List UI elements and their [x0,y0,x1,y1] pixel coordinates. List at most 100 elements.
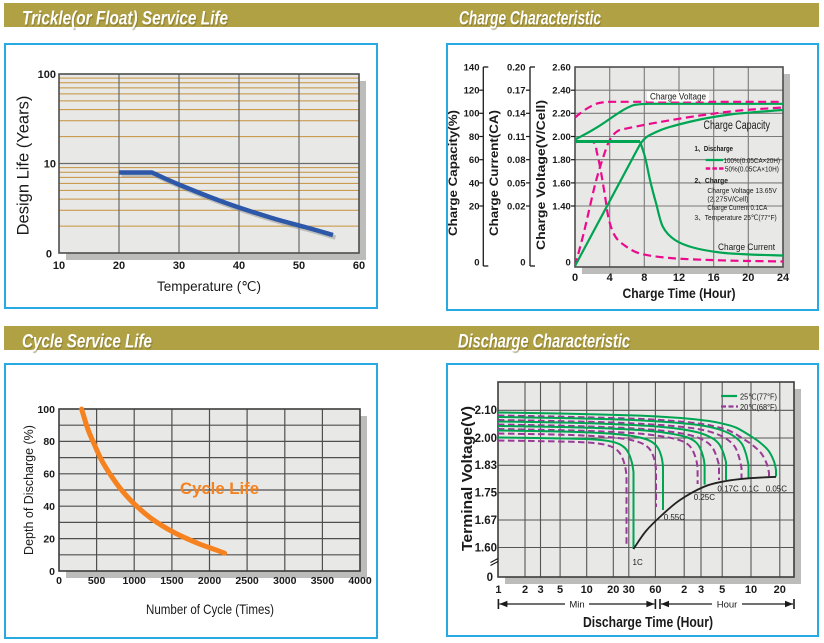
svg-text:10: 10 [745,584,757,596]
svg-text:0.1C: 0.1C [742,485,759,494]
svg-text:Number of Cycle (Times): Number of Cycle (Times) [146,601,274,617]
svg-text:Charge Current 0.1CA: Charge Current 0.1CA [707,203,767,212]
svg-text:100: 100 [38,69,56,81]
svg-text:60: 60 [469,155,480,166]
svg-text:60: 60 [353,260,365,272]
svg-text:12: 12 [673,272,685,284]
svg-text:10: 10 [581,584,593,596]
svg-text:120: 120 [464,86,480,97]
svg-text:(2.275V/Cell): (2.275V/Cell) [707,195,749,204]
svg-text:25℃(77°F): 25℃(77°F) [740,392,777,401]
svg-text:50%(0.05CA×10H): 50%(0.05CA×10H) [725,164,779,173]
svg-text:20: 20 [43,533,55,545]
svg-text:140: 140 [464,62,480,73]
svg-text:1.75: 1.75 [475,488,498,500]
svg-text:Min: Min [569,599,584,610]
svg-text:3000: 3000 [273,575,297,587]
svg-text:1.40: 1.40 [552,201,571,212]
svg-text:1.67: 1.67 [475,515,497,527]
svg-text:0: 0 [49,566,55,578]
svg-text:0.05C: 0.05C [766,485,788,494]
svg-text:1500: 1500 [160,575,184,587]
svg-text:4000: 4000 [348,575,372,587]
svg-text:Discharge Characteristic: Discharge Characteristic [458,332,630,353]
svg-text:100%(0.05CA×20H): 100%(0.05CA×20H) [724,156,781,165]
svg-text:0.20: 0.20 [507,62,526,73]
svg-text:Charge Current: Charge Current [718,242,775,253]
svg-text:Charge Capacity: Charge Capacity [704,120,771,132]
svg-text:Charge Voltage 13.65V: Charge Voltage 13.65V [707,186,776,195]
svg-text:1.83: 1.83 [475,460,497,472]
svg-text:0: 0 [520,258,525,269]
svg-text:0.02: 0.02 [507,201,526,212]
svg-text:1: 1 [495,584,501,596]
svg-text:Charge Current(CA): Charge Current(CA) [489,110,501,236]
svg-text:0.11: 0.11 [508,132,527,143]
svg-text:Cycle Life: Cycle Life [180,480,259,498]
svg-text:Charge Time (Hour): Charge Time (Hour) [623,285,736,301]
svg-text:2.60: 2.60 [552,62,571,73]
svg-text:3500: 3500 [311,575,335,587]
svg-text:1000: 1000 [123,575,147,587]
svg-text:0: 0 [56,575,62,587]
svg-text:20: 20 [607,584,619,596]
svg-text:0.25C: 0.25C [694,493,716,502]
svg-text:40: 40 [233,260,245,272]
svg-text:2.40: 2.40 [552,86,571,97]
svg-text:0.05: 0.05 [507,178,526,189]
svg-text:Cycle Service Life: Cycle Service Life [22,332,152,353]
svg-text:Charge Voltage: Charge Voltage [650,92,706,103]
svg-text:8: 8 [641,272,647,284]
svg-text:40: 40 [469,178,480,189]
svg-text:0: 0 [566,258,571,269]
svg-text:2.00: 2.00 [552,132,571,143]
svg-text:60: 60 [649,584,661,596]
svg-text:10: 10 [44,158,56,170]
svg-text:3、Temperature 25℃(77°F): 3、Temperature 25℃(77°F) [695,213,778,222]
svg-text:40: 40 [43,501,55,513]
svg-text:3: 3 [698,584,704,596]
svg-text:2.00: 2.00 [475,433,497,445]
svg-text:1.80: 1.80 [552,155,571,166]
svg-text:1.60: 1.60 [475,542,497,554]
svg-text:0.17: 0.17 [507,86,526,97]
svg-text:0.17C: 0.17C [717,485,739,494]
svg-text:100: 100 [464,109,480,120]
svg-text:0: 0 [487,572,493,584]
svg-text:Temperature (℃): Temperature (℃) [157,278,261,294]
svg-text:30: 30 [623,584,635,596]
svg-text:0: 0 [572,272,578,284]
svg-text:5: 5 [719,584,725,596]
svg-text:Trickle(or Float) Service Life: Trickle(or Float) Service Life [22,9,228,30]
svg-text:2.20: 2.20 [552,109,571,120]
svg-text:Charge Characteristic: Charge Characteristic [459,9,601,30]
svg-text:500: 500 [88,575,106,587]
svg-text:60: 60 [43,469,55,481]
svg-text:1C: 1C [633,558,643,567]
svg-text:2、Charge: 2、Charge [695,176,729,185]
svg-text:5: 5 [557,584,563,596]
svg-text:80: 80 [43,436,55,448]
svg-text:Charge Capacity(%): Charge Capacity(%) [448,110,460,236]
svg-text:0.14: 0.14 [507,109,526,120]
svg-text:Charge Voltage(V/Cell): Charge Voltage(V/Cell) [536,100,548,250]
svg-text:20: 20 [469,201,480,212]
svg-text:20: 20 [113,260,125,272]
svg-text:20: 20 [742,272,754,284]
svg-text:50: 50 [293,260,305,272]
svg-text:16: 16 [708,272,720,284]
svg-text:Discharge Time (Hour): Discharge Time (Hour) [583,614,713,631]
svg-text:20℃(68°F): 20℃(68°F) [740,403,777,412]
svg-text:4: 4 [607,272,614,284]
svg-text:1.60: 1.60 [552,178,571,189]
svg-text:2: 2 [681,584,687,596]
svg-text:30: 30 [173,260,185,272]
svg-text:20: 20 [774,584,786,596]
svg-text:10: 10 [53,260,65,272]
svg-text:0.08: 0.08 [507,155,526,166]
svg-text:0: 0 [46,249,52,261]
svg-text:2.10: 2.10 [475,405,497,417]
svg-text:2500: 2500 [235,575,259,587]
svg-text:24: 24 [777,272,790,284]
svg-text:2000: 2000 [198,575,222,587]
